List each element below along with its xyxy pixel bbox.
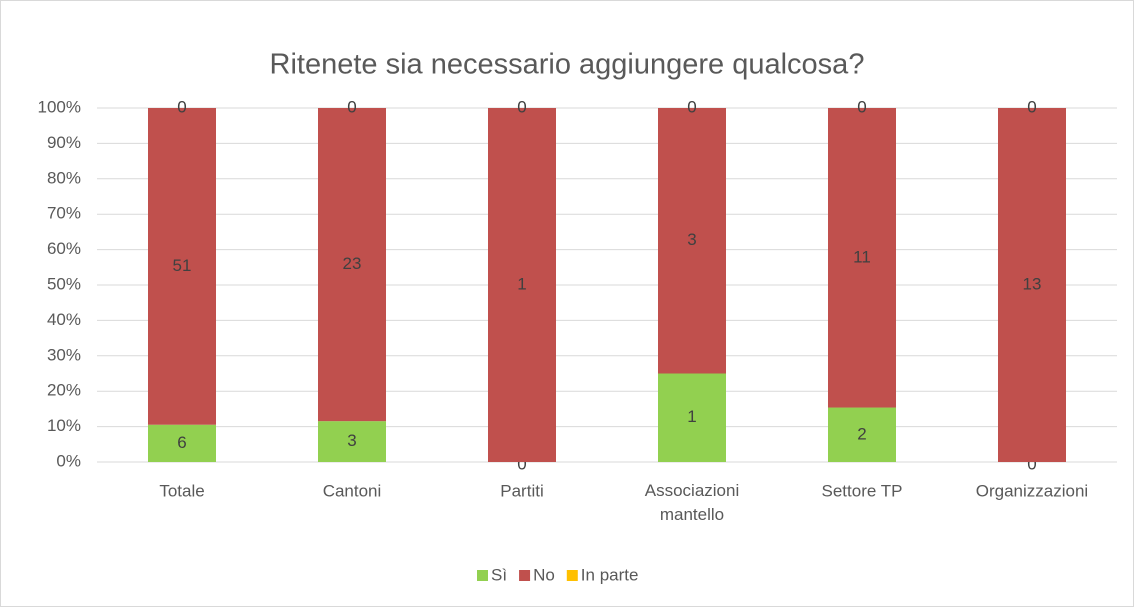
bar-segment [148, 108, 216, 425]
legend-label: Sì [491, 565, 507, 584]
data-label: 2 [857, 424, 866, 443]
x-tick-label: Cantoni [323, 481, 382, 500]
data-label: 0 [687, 97, 696, 116]
y-tick-label: 20% [47, 381, 81, 400]
bar-segment [318, 108, 386, 422]
x-tick-label: Partiti [500, 481, 543, 500]
data-label: 13 [1023, 274, 1042, 293]
data-label: 51 [173, 256, 192, 275]
y-tick-label: 70% [47, 204, 81, 223]
data-label: 0 [857, 97, 866, 116]
bar-segment [658, 373, 726, 462]
legend-label: In parte [581, 565, 639, 584]
legend-swatch [519, 570, 531, 581]
data-label: 3 [347, 431, 356, 450]
bar-segment [488, 108, 556, 462]
x-tick-label: Organizzazioni [976, 481, 1088, 500]
y-tick-label: 0% [56, 451, 81, 470]
legend-swatch [477, 570, 488, 581]
bar-segment [998, 108, 1066, 462]
data-label: 1 [687, 407, 696, 426]
x-tick-label: Associazioni mantello [645, 481, 740, 524]
data-label: 1 [517, 274, 526, 293]
chart-title: Ritenete sia necessario aggiungere qualc… [270, 49, 865, 81]
y-tick-label: 80% [47, 168, 81, 187]
x-tick-label: Totale [159, 481, 204, 500]
data-label: 0 [517, 97, 526, 116]
y-tick-label: 30% [47, 345, 81, 364]
data-label: 0 [517, 454, 526, 473]
legend-label: No [533, 565, 555, 584]
y-tick-label: 50% [47, 274, 81, 293]
data-label: 3 [687, 230, 696, 249]
y-tick-label: 90% [47, 133, 81, 152]
data-label: 0 [1027, 454, 1036, 473]
data-label: 23 [343, 254, 362, 273]
data-label: 0 [1027, 97, 1036, 116]
data-label: 11 [853, 247, 871, 266]
x-tick-label: Settore TP [822, 481, 903, 500]
y-tick-label: 40% [47, 310, 81, 329]
bar-segment [318, 421, 386, 462]
data-label: 0 [177, 97, 186, 116]
bar-segment [828, 407, 896, 462]
legend-swatch [566, 570, 578, 581]
y-tick-label: 100% [38, 97, 81, 116]
y-tick-label: 10% [47, 416, 81, 435]
bar-segment [828, 108, 896, 408]
data-label: 6 [177, 433, 186, 452]
bar-segment [148, 424, 216, 462]
y-tick-label: 60% [47, 239, 81, 258]
bar-segment [658, 108, 726, 374]
data-label: 0 [347, 97, 356, 116]
